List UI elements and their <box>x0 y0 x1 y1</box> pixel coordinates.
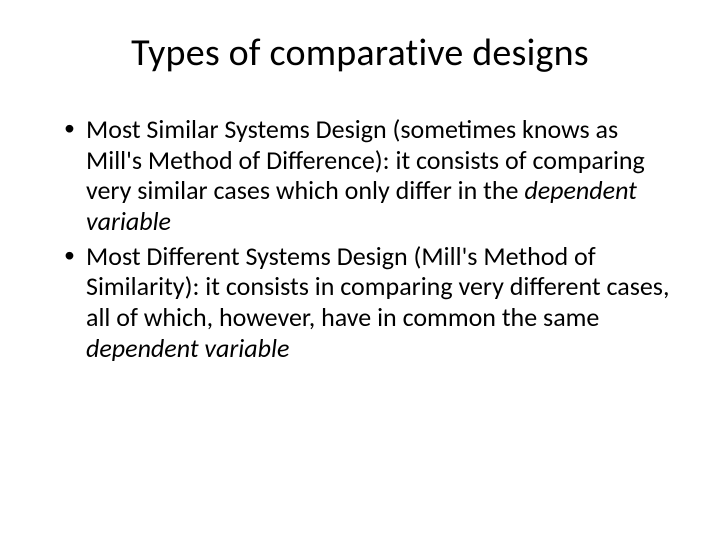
list-item: Most Similar Systems Design (sometimes k… <box>64 114 670 237</box>
list-item: Most Different Systems Design (Mill's Me… <box>64 241 670 364</box>
bullet-text-em: dependent variable <box>86 332 289 364</box>
slide-title: Types of comparative designs <box>50 30 670 76</box>
slide: Types of comparative designs Most Simila… <box>0 0 720 540</box>
bullet-text-pre: Most Different Systems Design (Mill's Me… <box>86 240 669 333</box>
bullet-list: Most Similar Systems Design (sometimes k… <box>50 114 670 363</box>
